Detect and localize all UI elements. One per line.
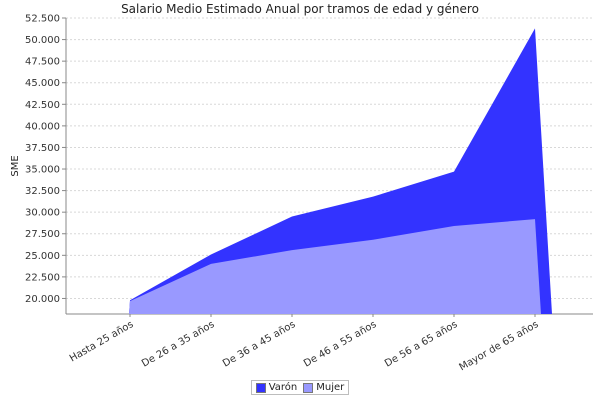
y-tick-label: 47.500 — [25, 57, 60, 68]
legend-swatch-mujer — [303, 382, 314, 393]
legend-swatch-varon — [255, 382, 266, 393]
x-tick-label: De 56 a 65 años — [383, 319, 459, 370]
x-tick-label: De 36 a 45 años — [221, 319, 297, 370]
legend-label-varon: Varón — [268, 382, 298, 393]
chart-title: Salario Medio Estimado Anual por tramos … — [121, 2, 479, 16]
legend-label-mujer: Mujer — [316, 382, 345, 393]
legend: Varón Mujer — [0, 380, 600, 395]
y-tick-label: 40.000 — [25, 121, 60, 132]
y-tick-label: 35.000 — [25, 165, 60, 176]
y-tick-label: 22.500 — [25, 272, 60, 283]
legend-item-mujer: Mujer — [303, 382, 344, 393]
legend-box: Varón Mujer — [250, 380, 350, 395]
y-tick-label: 37.500 — [25, 143, 60, 154]
y-tick-label: 20.000 — [25, 294, 60, 305]
x-tick-label: Hasta 25 años — [68, 319, 136, 364]
y-tick-label: 45.000 — [25, 78, 60, 89]
x-tick-label: De 46 a 55 años — [302, 319, 378, 370]
x-tick-label: De 26 a 35 años — [140, 319, 216, 370]
y-tick-label: 52.500 — [25, 14, 60, 25]
x-tick-label: Mayor de 65 años — [458, 319, 541, 373]
y-axis-label: SME — [10, 155, 21, 176]
y-tick-label: 30.000 — [25, 208, 60, 219]
y-tick-label: 25.000 — [25, 251, 60, 262]
y-tick-label: 50.000 — [25, 35, 60, 46]
legend-item-varon: Varón — [255, 382, 298, 393]
area-mujer — [129, 219, 541, 314]
y-tick-label: 42.500 — [25, 100, 60, 111]
y-tick-label: 32.500 — [25, 186, 60, 197]
y-tick-label: 27.500 — [25, 229, 60, 240]
